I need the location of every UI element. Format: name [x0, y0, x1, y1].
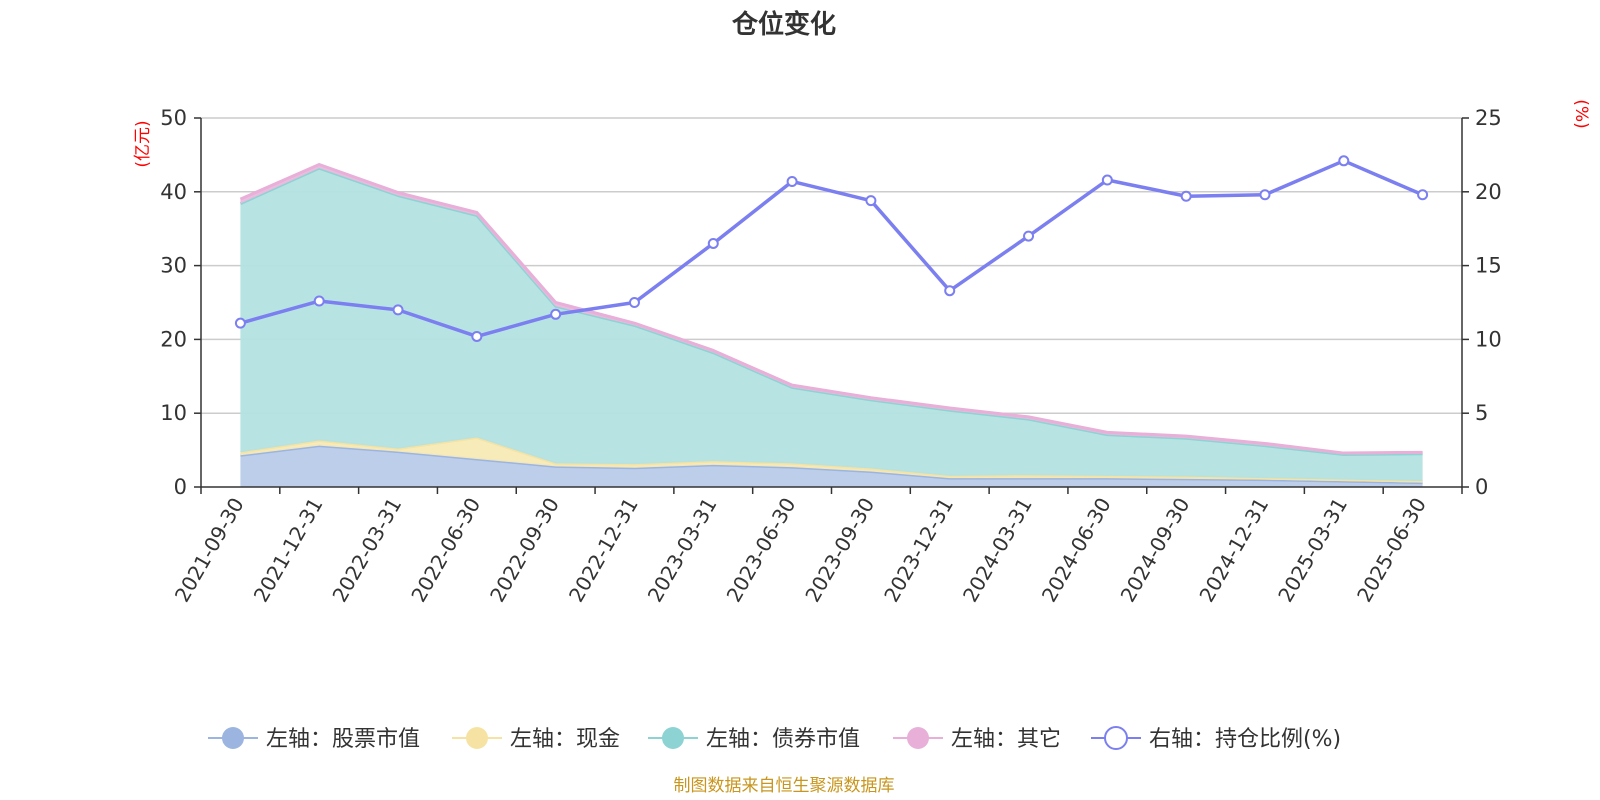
legend-marker: [466, 727, 488, 749]
right-axis-unit: (%): [1571, 99, 1591, 128]
right-tick-label: 0: [1475, 475, 1488, 499]
x-tick-label: 2025-03-31: [1273, 494, 1352, 607]
chart-title: 仓位变化: [731, 9, 836, 40]
ratio-point: [392, 304, 404, 316]
ratio-point: [1180, 190, 1192, 202]
ratio-point: [234, 317, 246, 329]
left-tick-label: 10: [160, 401, 187, 425]
area-top-line-3: [239, 162, 1423, 455]
legend-marker: [662, 727, 684, 749]
x-tick-label: 2021-09-30: [170, 494, 249, 607]
x-tick-label: 2023-09-30: [800, 494, 879, 607]
area-series: [239, 162, 1423, 487]
legend-label: 左轴：债券市值: [706, 727, 860, 752]
ratio-point: [944, 285, 956, 297]
legend-label: 左轴：股票市值: [266, 727, 420, 752]
ratio-line: [239, 159, 1424, 339]
area-fill-0: [240, 445, 1423, 487]
legend-item-3[interactable]: 左轴：其它: [893, 727, 1061, 752]
ratio-point: [786, 175, 798, 187]
right-tick-label: 5: [1475, 401, 1488, 425]
x-tick-label: 2022-09-30: [485, 494, 564, 607]
x-tick-label: 2025-06-30: [1352, 494, 1431, 607]
legend-label: 左轴：其它: [951, 727, 1061, 752]
right-tick-label: 25: [1475, 106, 1502, 130]
ratio-point: [1417, 189, 1429, 201]
ratio-point: [1101, 174, 1113, 186]
legend-marker: [222, 727, 244, 749]
source-footnote: 制图数据来自恒生聚源数据库: [674, 776, 895, 796]
left-tick-label: 20: [160, 327, 187, 351]
x-tick-label: 2024-06-30: [1037, 494, 1116, 607]
right-tick-label: 10: [1475, 327, 1502, 351]
legend-item-4[interactable]: 右轴：持仓比例(%): [1091, 726, 1341, 752]
ratio-point: [707, 237, 719, 249]
right-tick-label: 20: [1475, 180, 1502, 204]
ratio-point: [865, 195, 877, 207]
x-tick-label: 2024-03-31: [958, 494, 1037, 607]
ratio-point: [1259, 189, 1271, 201]
legend-label: 右轴：持仓比例(%): [1149, 727, 1341, 752]
left-tick-label: 40: [160, 180, 187, 204]
x-tick-label: 2024-09-30: [1116, 494, 1195, 607]
right-tick-label: 15: [1475, 254, 1502, 278]
x-tick-label: 2024-12-31: [1194, 494, 1273, 607]
ratio-point: [471, 330, 483, 342]
left-tick-label: 30: [160, 254, 187, 278]
x-tick-label: 2022-06-30: [406, 494, 485, 607]
left-tick-label: 50: [160, 106, 187, 130]
x-tick-label: 2023-03-31: [643, 494, 722, 607]
legend-item-2[interactable]: 左轴：债券市值: [648, 727, 860, 752]
x-tick-label: 2023-06-30: [722, 494, 801, 607]
legend-item-1[interactable]: 左轴：现金: [452, 727, 620, 752]
area-fill-2: [240, 168, 1423, 482]
x-tick-label: 2022-03-31: [327, 494, 406, 607]
x-tick-label: 2023-12-31: [879, 494, 958, 607]
ratio-point: [550, 308, 562, 320]
legend-item-0[interactable]: 左轴：股票市值: [208, 727, 420, 752]
ratio-point: [313, 295, 325, 307]
x-tick-label: 2022-12-31: [564, 494, 643, 607]
ratio-point: [628, 297, 640, 308]
legend-label: 左轴：现金: [510, 727, 620, 752]
legend-marker: [907, 727, 929, 749]
left-axis-unit: (亿元): [133, 120, 153, 167]
line-series: [234, 155, 1429, 342]
legend-marker: [1104, 726, 1128, 750]
legend[interactable]: 左轴：股票市值 左轴：现金 左轴：债券市值 左轴：其它 右轴：持仓比例(%): [208, 726, 1341, 752]
left-tick-label: 0: [174, 475, 187, 499]
ratio-point: [1338, 155, 1350, 167]
x-tick-label: 2021-12-31: [249, 494, 328, 607]
ratio-point: [1023, 230, 1035, 242]
